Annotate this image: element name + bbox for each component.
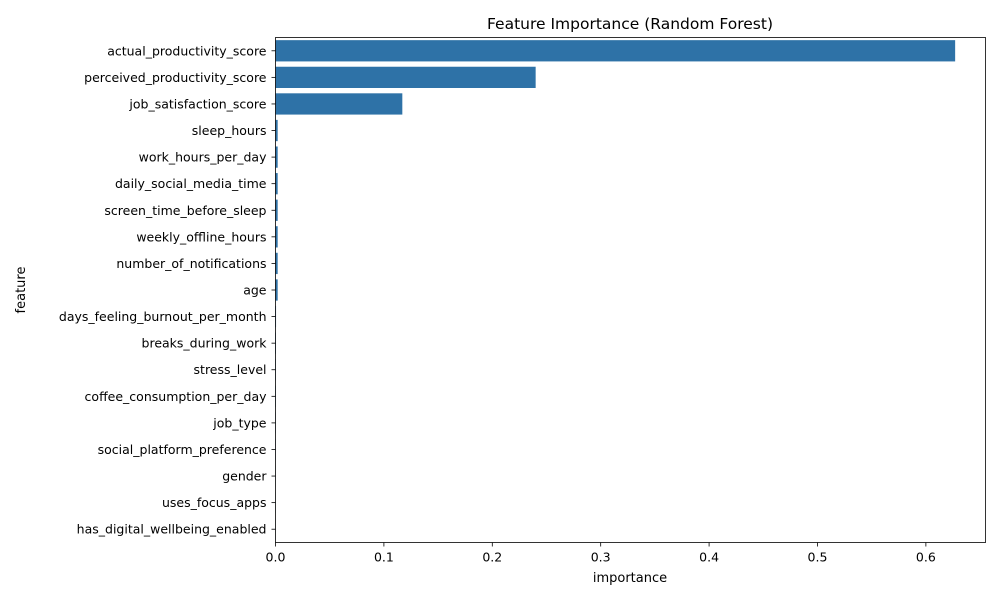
y-tick-label: perceived_productivity_score bbox=[84, 70, 267, 85]
y-tick-label: social_platform_preference bbox=[98, 442, 267, 457]
y-tick-label: days_feeling_burnout_per_month bbox=[59, 309, 267, 324]
y-tick-label: coffee_consumption_per_day bbox=[85, 389, 268, 404]
y-tick-label: daily_social_media_time bbox=[115, 176, 267, 191]
bar-work_hours_per_day bbox=[275, 146, 278, 168]
x-tick-label: 0.0 bbox=[266, 550, 286, 565]
y-tick-label: age bbox=[243, 283, 267, 298]
y-tick-label: job_type bbox=[212, 415, 267, 430]
x-tick-label: 0.1 bbox=[374, 550, 394, 565]
y-tick-label: weekly_offline_hours bbox=[136, 229, 266, 244]
bar-perceived_productivity_score bbox=[275, 66, 536, 88]
y-tick-label: stress_level bbox=[194, 362, 267, 377]
y-tick-label: sleep_hours bbox=[192, 123, 267, 138]
bar-job_satisfaction_score bbox=[275, 93, 403, 115]
y-tick-label: work_hours_per_day bbox=[139, 150, 268, 165]
bar-number_of_notifications bbox=[275, 252, 278, 275]
y-tick-label: screen_time_before_sleep bbox=[104, 203, 266, 218]
y-tick-label: job_satisfaction_score bbox=[128, 96, 266, 111]
plot-frame bbox=[275, 37, 986, 543]
x-tick-label: 0.2 bbox=[482, 550, 502, 565]
y-tick-label: actual_productivity_score bbox=[107, 43, 267, 58]
x-tick-label: 0.3 bbox=[591, 550, 611, 565]
chart-title: Feature Importance (Random Forest) bbox=[487, 15, 773, 33]
bar-daily_social_media_time bbox=[275, 173, 278, 195]
y-tick-label: gender bbox=[222, 469, 267, 484]
x-tick-label: 0.6 bbox=[916, 550, 936, 565]
y-tick-label: breaks_during_work bbox=[142, 336, 268, 351]
bars-group bbox=[275, 40, 956, 540]
y-tick-label: has_digital_wellbeing_enabled bbox=[77, 522, 267, 537]
y-axis-label: feature bbox=[14, 267, 29, 314]
bar-screen_time_before_sleep bbox=[275, 199, 278, 221]
x-axis-label: importance bbox=[593, 571, 667, 586]
bar-actual_productivity_score bbox=[275, 40, 956, 62]
x-axis-ticks: 0.0 0.1 0.2 0.3 0.4 0.5 0.6 bbox=[266, 542, 936, 565]
bar-age bbox=[275, 279, 278, 301]
x-tick-label: 0.5 bbox=[808, 550, 828, 565]
y-tick-label: number_of_notifications bbox=[116, 256, 266, 271]
y-tick-label: uses_focus_apps bbox=[162, 495, 267, 510]
y-axis-ticks: actual_productivity_score perceived_produ… bbox=[59, 43, 276, 537]
x-tick-label: 0.4 bbox=[699, 550, 719, 565]
bar-weekly_offline_hours bbox=[275, 226, 278, 248]
bar-sleep_hours bbox=[275, 119, 278, 142]
